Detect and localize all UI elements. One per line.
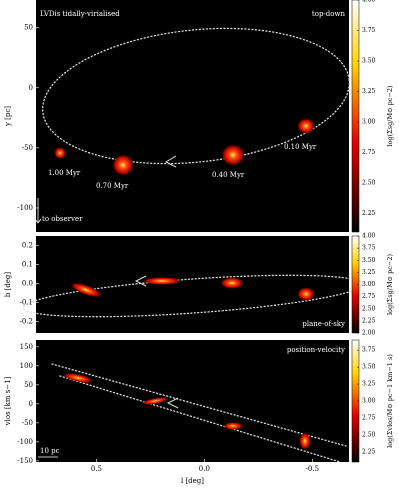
scale-label: 10 pc (40, 447, 60, 455)
time-label: 0.40 Myr (212, 171, 245, 179)
y-tick-label: 0.1 (22, 261, 33, 269)
colorbar-tick-label: 3.50 (362, 257, 376, 264)
view-label: top-down (312, 10, 346, 18)
orbit (59, 375, 341, 463)
panels (36, 0, 349, 462)
orbit (42, 27, 350, 165)
cloud (220, 277, 244, 289)
observer-arrowhead (34, 218, 42, 224)
cloud (142, 277, 182, 285)
cloud (223, 422, 243, 430)
y-tick-label: -150 (17, 457, 33, 465)
observer-label: to observer (42, 215, 83, 223)
cloud (299, 432, 311, 450)
cloud (221, 144, 245, 166)
overlays: LVDis tidally-virialised top-down 1.00 M… (22, 10, 364, 463)
y-tick-label: -100 (17, 204, 33, 212)
y-tick-label: 0 (29, 84, 33, 92)
colorbar-tick-label: 4.00 (362, 0, 376, 4)
cloud (297, 287, 315, 301)
y-axis-label: vlos [km s−1] (4, 376, 12, 426)
view-label: plane-of-sky (302, 320, 345, 328)
y-tick-label: 150 (20, 343, 33, 351)
colorbar-tick-label: 3.25 (362, 269, 376, 276)
x-tick-label: 0.5 (91, 465, 102, 473)
time-label: 0.10 Myr (284, 143, 317, 151)
x-axis-label: l [deg] (181, 477, 204, 485)
colorbar-tick-label: 3.25 (362, 88, 376, 95)
x-tick-label: -0.5 (306, 465, 320, 473)
time-label: 1.00 Myr (48, 169, 81, 177)
colorbar-tick-label: 3.75 (362, 347, 376, 354)
image-panel (36, 236, 349, 333)
colorbar-tick-label: 3.00 (362, 281, 376, 288)
colorbar-tick-label: 3.50 (362, 58, 376, 65)
colorbar (351, 0, 360, 233)
y-tick-label: -0.2 (20, 318, 34, 326)
image-panel (36, 340, 349, 462)
cloud (54, 147, 66, 159)
cloud (69, 282, 103, 298)
orbit (22, 274, 364, 318)
colorbar-tick-label: 3.75 (362, 245, 376, 252)
colorbar-tick-label: 3.25 (362, 381, 376, 388)
y-tick-label: 0.2 (22, 242, 33, 250)
y-tick-label: 100 (20, 362, 33, 370)
colorbar-tick-label: 2.25 (362, 317, 376, 324)
y-tick-label: -100 (17, 438, 33, 446)
y-tick-label: 50 (24, 381, 33, 389)
colorbar-tick-label: 3.50 (362, 364, 376, 371)
colorbar-label: log(Σvlos/M⊙ pc−1 km−1 s) (386, 354, 394, 448)
view-label: position-velocity (287, 346, 345, 354)
y-tick-label: 50 (24, 24, 33, 32)
colorbar-label: log(Σsg/M⊙ pc−2) (386, 85, 394, 147)
y-tick-label: -50 (22, 419, 33, 427)
colorbar-tick-label: 2.75 (362, 149, 376, 156)
direction-arrow (164, 155, 177, 168)
colorbar-tick-label: 2.50 (362, 305, 376, 312)
colorbar-tick-label: 3.00 (362, 398, 376, 405)
y-axis-label: y [pc] (4, 106, 12, 127)
colorbar-label: log(Σsg/M⊙ pc−2) (386, 254, 394, 316)
cloud (141, 397, 169, 405)
colorbar-tick-label: 2.25 (362, 448, 376, 455)
colorbar-tick-label: 2.00 (362, 330, 376, 337)
y-tick-label: 0.0 (22, 280, 33, 288)
colorbar-tick-label: 2.50 (362, 180, 376, 187)
colorbar-tick-label: 2.75 (362, 293, 376, 300)
cloud (297, 118, 315, 134)
image-panel (36, 0, 349, 232)
cloud (62, 372, 94, 384)
y-tick-label: -0.1 (20, 299, 34, 307)
y-tick-label: -50 (22, 144, 33, 152)
colorbar-tick-label: 2.25 (362, 210, 376, 217)
colorbar-tick-label: 2.50 (362, 431, 376, 438)
y-tick-label: 0 (29, 400, 33, 408)
panel-title: LVDis tidally-virialised (40, 10, 120, 18)
x-tick-label: 0.0 (199, 465, 210, 473)
colorbar-tick-label: 2.75 (362, 414, 376, 421)
direction-arrow (166, 397, 179, 409)
cloud (112, 154, 134, 176)
colorbar-tick-label: 3.00 (362, 119, 376, 126)
y-axis-label: b [deg] (4, 272, 12, 298)
colorbar-tick-label: 4.00 (362, 233, 376, 240)
direction-arrow (134, 275, 147, 287)
colorbar-tick-label: 3.75 (362, 27, 376, 34)
time-label: 0.70 Myr (96, 182, 129, 190)
